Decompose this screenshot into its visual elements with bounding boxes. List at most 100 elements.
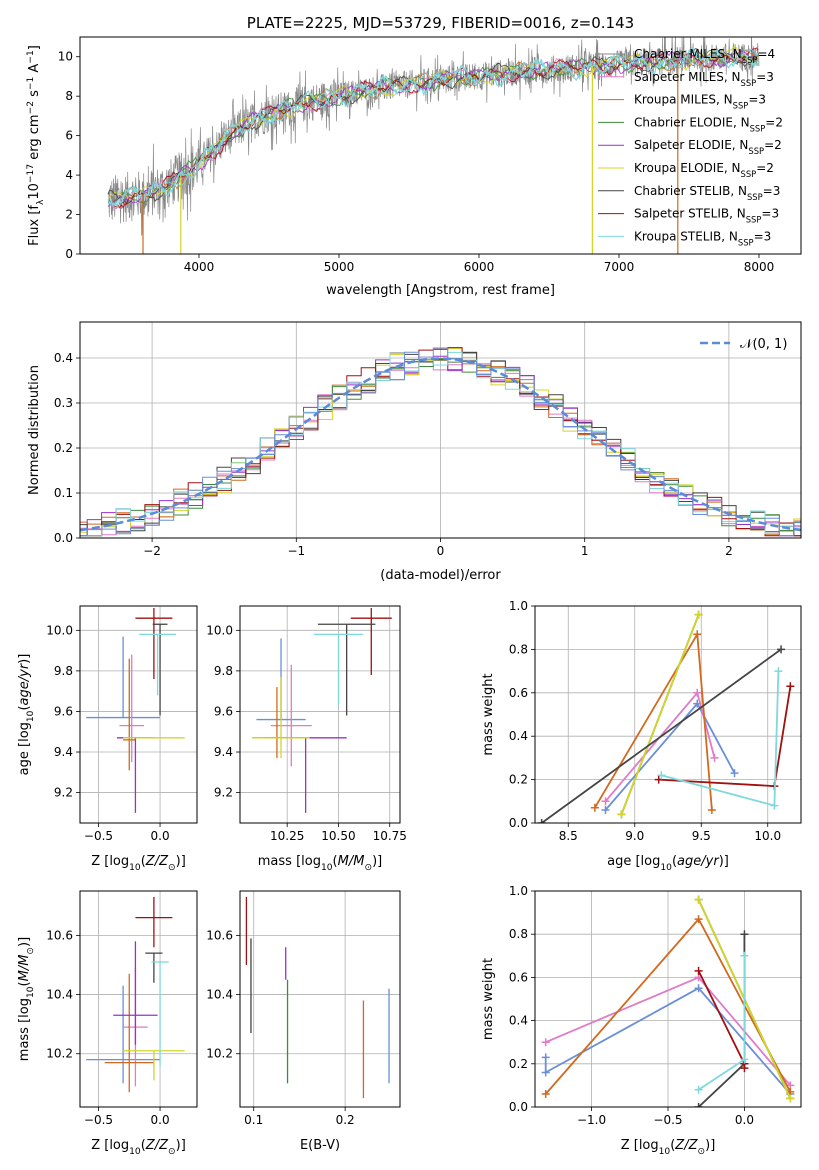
- age-vs-mass-grid: [240, 606, 400, 823]
- weight-marker: [694, 1085, 703, 1094]
- y-tick-label: 8: [65, 89, 73, 103]
- x-tick-label: −0.5: [84, 1113, 113, 1127]
- weight-marker: [694, 1103, 703, 1107]
- x-tick-label: 10.25: [270, 829, 304, 843]
- weight-marker: [770, 801, 779, 810]
- y-tick-label: 9.8: [214, 664, 233, 678]
- y-tick-label: 0.0: [54, 531, 73, 545]
- y-tick-label: 10.6: [206, 928, 233, 942]
- weight-series: [694, 951, 749, 1094]
- residual-histogram: [80, 351, 801, 537]
- y-tick-label: 9.2: [54, 786, 73, 800]
- legend-label: Chabrier MILES, NSSP=4: [634, 47, 775, 65]
- errorbar-point: [123, 658, 136, 771]
- age-vs-mass-frame: [239, 605, 401, 824]
- x-tick-label: 9.5: [692, 829, 711, 843]
- weight-vs-age-xlabel: age [log10(age/yr)]: [607, 854, 729, 873]
- x-tick-label: −1: [287, 544, 305, 558]
- weight-marker: [654, 775, 663, 784]
- weight-marker: [707, 805, 716, 814]
- errorbar-point: [135, 608, 173, 680]
- residuals-ylabel: Normed distribution: [27, 365, 42, 495]
- errorbar-point: [252, 687, 302, 759]
- x-tick-label: 2: [725, 544, 733, 558]
- y-tick-label: 10.4: [206, 988, 233, 1002]
- weight-marker: [617, 810, 626, 819]
- y-tick-label: 0.1: [54, 486, 73, 500]
- legend-label: Chabrier ELODIE, NSSP=2: [634, 115, 783, 133]
- weight-marker: [693, 688, 702, 697]
- errorbar-point: [350, 608, 392, 675]
- errorbar-point: [313, 633, 364, 706]
- y-tick-label: 0.2: [509, 1057, 528, 1071]
- errorbar-point: [86, 636, 161, 719]
- x-tick-label: 4000: [184, 260, 215, 274]
- y-tick-label: 10.0: [46, 623, 73, 637]
- mass-vs-ebv-frame: [239, 890, 401, 1108]
- weight-series: [601, 699, 739, 814]
- spectrum-axes: 4000 5000 6000 7000 8000 0 2 4 6 8 10: [58, 50, 775, 274]
- y-tick-label: 10.4: [46, 988, 73, 1002]
- x-tick-label: 0.2: [336, 1113, 355, 1127]
- age-vs-Z-ylabel: age [log10(age/yr)]: [17, 654, 36, 776]
- weight-marker: [694, 984, 703, 993]
- x-tick-label: −0.5: [653, 1113, 682, 1127]
- figure-title: PLATE=2225, MJD=53729, FIBERID=0016, z=0…: [247, 14, 634, 32]
- y-tick-label: 0: [65, 247, 73, 261]
- age-vs-mass-xlabel: mass [log10(M/M⊙)]: [258, 854, 382, 873]
- weight-marker: [541, 1038, 550, 1047]
- y-tick-label: 10.2: [206, 1047, 233, 1061]
- x-tick-label: 0.1: [244, 1113, 263, 1127]
- errorbar-point: [145, 952, 163, 983]
- errorbar-point: [152, 623, 168, 716]
- x-tick-label: 1: [581, 544, 589, 558]
- weight-marker: [777, 645, 786, 654]
- legend-label: Kroupa ELODIE, NSSP=2: [634, 161, 774, 179]
- y-tick-label: 9.4: [214, 745, 233, 759]
- y-tick-label: 10.0: [206, 623, 233, 637]
- residual-histogram: [80, 351, 801, 537]
- weight-marker: [601, 797, 610, 806]
- spectrum-plot: [107, 37, 760, 254]
- y-tick-label: 9.4: [54, 745, 73, 759]
- mass-vs-ebv-grid: [240, 891, 400, 1107]
- legend-label: Salpeter MILES, NSSP=3: [634, 70, 774, 88]
- residual-histogram: [80, 352, 801, 537]
- weight-line: [541, 648, 782, 823]
- x-tick-label: 0.0: [735, 1113, 754, 1127]
- weight-vs-age-plot: [537, 610, 795, 823]
- weight-marker: [786, 682, 795, 691]
- x-tick-label: 7000: [604, 260, 635, 274]
- mass-vs-Z-grid: [80, 891, 197, 1107]
- weight-series: [617, 610, 703, 819]
- y-tick-label: 0.6: [509, 686, 528, 700]
- x-tick-label: 6000: [464, 260, 495, 274]
- mass-vs-Z-ylabel: mass [log10(M/M⊙)]: [17, 937, 36, 1061]
- weight-vs-age-grid: [535, 605, 801, 824]
- age-vs-Z-xlabel: Z [log10(Z/Z⊙)]: [91, 854, 186, 873]
- weight-vs-Z-grid: [535, 890, 801, 1108]
- weight-marker: [601, 805, 610, 814]
- weight-marker: [541, 1053, 550, 1062]
- residuals-frame: [79, 321, 802, 539]
- weight-marker: [541, 1068, 550, 1077]
- age-vs-Z-frame: [79, 605, 198, 824]
- weight-vs-age-ylabel: mass weight: [481, 673, 496, 755]
- legend-label: Kroupa MILES, NSSP=3: [634, 93, 766, 111]
- weight-marker: [740, 1064, 749, 1073]
- mass-vs-Z-axes: −0.5 0.0 10.2 10.4 10.6: [46, 891, 197, 1127]
- age-vs-Z-plot: [86, 608, 185, 813]
- residual-histogram: [80, 347, 801, 537]
- x-tick-label: 5000: [324, 260, 355, 274]
- y-tick-label: 10.2: [46, 1047, 73, 1061]
- y-tick-label: 0.2: [54, 441, 73, 455]
- weight-marker: [694, 966, 703, 975]
- y-tick-label: 9.2: [214, 786, 233, 800]
- mass-vs-ebv-axes: 0.1 0.2 10.2 10.4 10.6: [206, 891, 400, 1127]
- weight-series: [694, 966, 749, 1073]
- y-tick-label: 0.0: [509, 816, 528, 830]
- y-tick-label: 0.2: [509, 773, 528, 787]
- y-tick-label: 0.8: [509, 927, 528, 941]
- weight-marker: [774, 667, 783, 676]
